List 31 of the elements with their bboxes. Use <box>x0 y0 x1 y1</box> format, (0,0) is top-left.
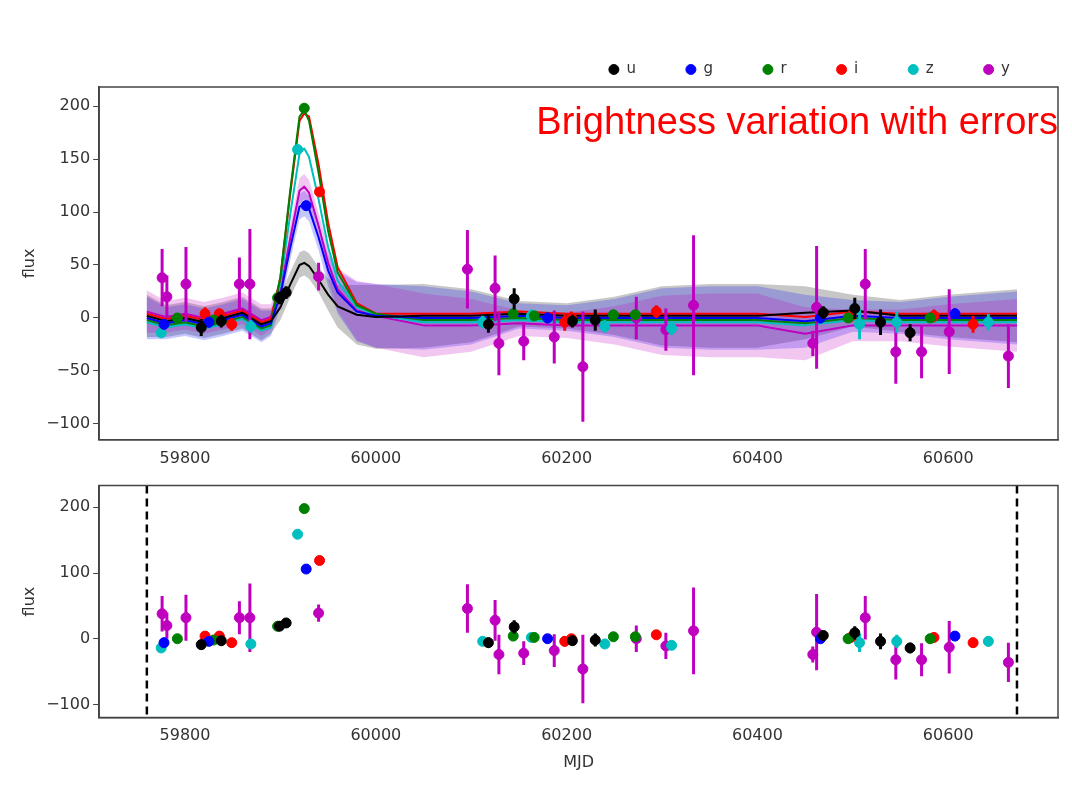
y-tick-label: 0 <box>79 307 91 327</box>
x-tick-label: 59800 <box>159 725 211 745</box>
x-tick-label: 60400 <box>732 725 783 745</box>
y-tick-label: −50 <box>56 360 91 380</box>
y-tick-label: 200 <box>59 496 91 516</box>
y-tick-label: 0 <box>79 627 91 647</box>
y-tick-label: −100 <box>46 413 91 433</box>
x-tick-label: 60200 <box>541 447 593 467</box>
y-tick-label: 100 <box>59 201 91 221</box>
y-tick-label: 150 <box>59 148 91 168</box>
legend-label: u <box>626 59 636 78</box>
legend-label: y <box>1001 59 1011 78</box>
y-tick-label: 100 <box>59 562 91 582</box>
x-tick-label: 60000 <box>350 725 402 745</box>
y-tick-label: 200 <box>59 95 91 115</box>
x-tick-label: 60000 <box>350 447 402 467</box>
y-tick-label: −100 <box>46 693 91 713</box>
x-tick-label: 60600 <box>922 725 974 745</box>
legend-label: i <box>854 59 859 78</box>
annotation: Brightness variation with errors <box>536 100 1058 143</box>
x-tick-label: 60400 <box>732 447 783 467</box>
x-axis-title: MJD <box>563 751 594 771</box>
x-tick-label: 59800 <box>159 447 211 467</box>
x-tick-label: 60200 <box>541 725 593 745</box>
y-tick-label: 50 <box>69 254 91 274</box>
x-tick-label: 60600 <box>922 447 974 467</box>
y-axis-title: flux <box>18 586 38 617</box>
legend-label: z <box>925 59 934 78</box>
y-axis-title: flux <box>18 248 38 279</box>
legend-label: g <box>703 59 713 78</box>
legend-label: r <box>780 59 788 78</box>
